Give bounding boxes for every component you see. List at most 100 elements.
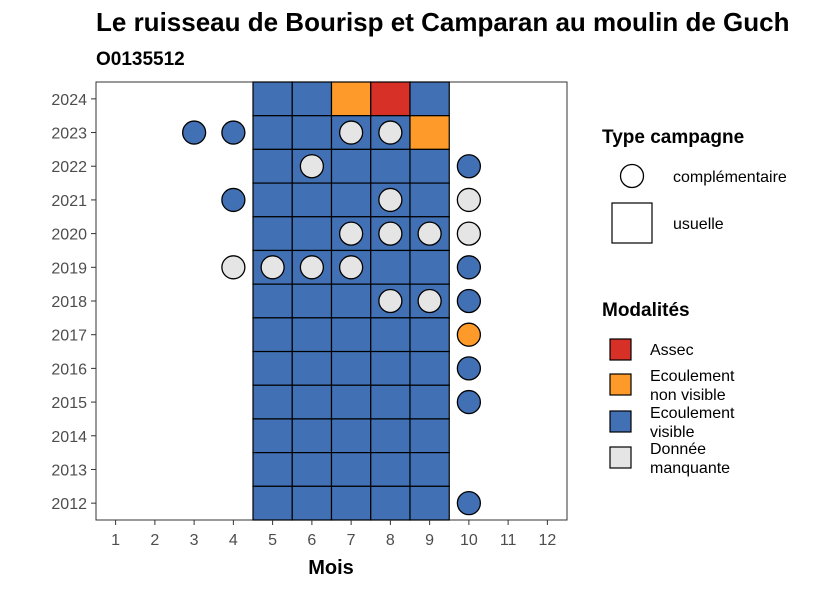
cell-2014-6 [291, 418, 333, 454]
point-2023-4 [221, 120, 246, 145]
point-2021-8 [378, 187, 403, 213]
cell-2018-7 [330, 283, 372, 319]
x-axis-label: Mois [308, 557, 354, 579]
point-2019-10 [456, 255, 482, 280]
cell-2017-8 [370, 317, 411, 353]
point-2018-8 [378, 288, 403, 314]
legend-swatch-donnee_manquante [609, 446, 632, 469]
cell-2018-5 [252, 283, 293, 319]
point-2018-10 [456, 288, 482, 314]
cell-2016-7 [330, 350, 372, 386]
cell-2023-9 [409, 115, 450, 150]
y-tick-label: 2014 [51, 429, 87, 446]
y-tick-label: 2024 [51, 92, 87, 109]
legend-shape-label: usuelle [673, 216, 724, 233]
cell-2024-9 [409, 81, 450, 117]
point-2017-10 [456, 322, 482, 347]
point-2012-10 [456, 491, 482, 516]
cell-2014-7 [330, 418, 372, 454]
x-tick-label: 7 [347, 532, 356, 549]
cell-2013-8 [370, 452, 411, 487]
legend-fill-title: Modalités [602, 300, 690, 321]
cell-2016-8 [370, 350, 411, 386]
point-2023-7 [338, 120, 364, 145]
cell-2023-5 [252, 115, 293, 150]
cell-2015-5 [252, 384, 293, 420]
point-2019-4 [221, 255, 246, 280]
cell-2017-6 [291, 317, 333, 353]
point-2023-3 [181, 120, 207, 145]
x-tick-label: 11 [500, 532, 517, 549]
chart-subtitle: O0135512 [96, 49, 185, 70]
cell-2014-9 [409, 418, 450, 454]
point-2018-9 [417, 288, 442, 314]
cell-2013-7 [330, 452, 372, 487]
x-tick-label: 3 [190, 532, 199, 549]
y-tick-label: 2019 [51, 260, 87, 277]
y-tick-label: 2016 [51, 361, 87, 378]
legend-fill-label: Ecoulement visible [650, 405, 735, 441]
x-tick-label: 12 [538, 532, 556, 549]
cell-2019-9 [409, 249, 450, 285]
cell-2015-6 [291, 384, 333, 420]
y-tick-label: 2021 [51, 193, 87, 210]
y-tick-label: 2015 [51, 395, 87, 412]
y-axis: 2012 2013 2014 2015 2016 2017 2018 2019 2020 2021… [51, 92, 96, 513]
legend-modalites: Modalités Assec Ecoulement non visibleEcoul… [602, 300, 735, 477]
y-tick-label: 2012 [51, 496, 87, 513]
y-tick-label: 2018 [51, 294, 87, 311]
cell-2017-9 [409, 317, 450, 353]
point-2022-10 [456, 154, 482, 179]
point-2019-5 [260, 255, 285, 280]
legend-shape-label: complémentaire [673, 169, 787, 186]
cell-2019-8 [370, 249, 411, 285]
point-2020-10 [456, 221, 482, 246]
x-tick-label: 9 [425, 532, 434, 549]
cell-2020-6 [291, 216, 333, 252]
cell-2017-5 [252, 317, 293, 353]
complementaire-points [181, 120, 482, 516]
y-tick-label: 2022 [51, 159, 87, 176]
cell-2012-5 [252, 485, 293, 521]
legend-swatch-assec [609, 338, 632, 361]
cell-2021-7 [330, 182, 372, 218]
cell-2022-8 [370, 148, 411, 184]
cell-2016-9 [409, 350, 450, 386]
cell-2024-6 [291, 81, 333, 117]
cell-2014-8 [370, 418, 411, 454]
cell-2021-5 [252, 182, 293, 218]
cell-2012-9 [409, 485, 450, 521]
cell-2013-9 [409, 452, 450, 487]
x-tick-label: 6 [307, 532, 316, 549]
x-tick-label: 1 [111, 532, 120, 549]
point-2016-10 [456, 356, 482, 381]
chart-title: Le ruisseau de Bourisp et Camparan au mo… [96, 7, 789, 37]
point-2022-6 [299, 154, 325, 179]
cell-2022-7 [330, 148, 372, 184]
cell-2015-9 [409, 384, 450, 420]
cell-2023-6 [291, 115, 333, 150]
y-tick-label: 2017 [51, 328, 87, 345]
cell-2021-9 [409, 182, 450, 218]
legend-square-key [611, 202, 653, 244]
cell-2012-7 [330, 485, 372, 521]
legend-fill-label: Ecoulement non visible [650, 368, 735, 404]
point-2019-7 [338, 255, 364, 280]
cell-2017-7 [330, 317, 372, 353]
legend-swatch-ecoulement_visible [609, 410, 632, 433]
point-2020-8 [378, 221, 403, 246]
x-tick-label: 5 [268, 532, 277, 549]
point-2023-8 [378, 120, 403, 145]
legend-type-campagne: Type campagne complémentaire usuelle [602, 127, 787, 244]
cell-2022-5 [252, 148, 293, 184]
cell-2024-7 [330, 81, 372, 117]
cell-2021-6 [291, 182, 333, 218]
cell-2015-7 [330, 384, 372, 420]
cell-2012-6 [291, 485, 333, 521]
x-tick-label: 4 [229, 532, 238, 549]
point-2020-9 [417, 221, 442, 246]
y-tick-label: 2023 [51, 126, 87, 143]
cell-2013-6 [291, 452, 333, 487]
cell-2012-8 [370, 485, 411, 521]
